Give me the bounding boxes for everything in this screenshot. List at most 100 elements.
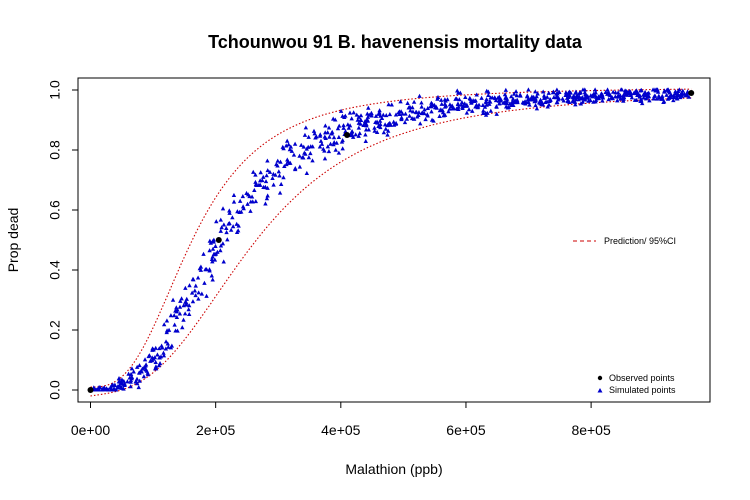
simulated-point <box>381 112 386 117</box>
simulated-point <box>365 111 370 116</box>
simulated-point <box>384 113 389 118</box>
simulated-point <box>145 372 151 377</box>
chart-title: Tchounwou 91 B. havenensis mortality dat… <box>208 32 583 52</box>
y-tick-label: 1.0 <box>47 80 63 100</box>
simulated-point <box>621 96 626 101</box>
simulated-point <box>351 110 356 115</box>
simulated-point <box>398 99 403 104</box>
simulated-point <box>441 113 446 118</box>
legend-prediction-label: Prediction/ 95%CI <box>604 236 676 246</box>
simulated-point <box>600 92 605 97</box>
simulated-point <box>378 124 383 130</box>
simulated-point <box>568 90 573 95</box>
simulated-point <box>224 229 229 235</box>
simulated-point <box>138 368 144 373</box>
simulated-point <box>513 100 518 105</box>
simulated-point <box>358 113 364 118</box>
simulated-point <box>291 152 297 157</box>
simulated-point <box>639 101 645 106</box>
simulated-point <box>428 104 433 109</box>
simulated-point <box>582 95 588 100</box>
simulated-point <box>391 119 396 124</box>
simulated-point <box>661 99 666 104</box>
simulated-point <box>662 88 667 93</box>
simulated-point <box>540 102 546 107</box>
simulated-point <box>577 90 582 96</box>
observed-point <box>215 237 222 243</box>
simulated-point <box>326 149 332 154</box>
simulated-point <box>219 225 224 230</box>
simulated-point <box>651 94 657 99</box>
simulated-point <box>297 153 302 158</box>
simulated-point <box>202 280 207 285</box>
simulated-point <box>463 94 468 100</box>
simulated-point <box>192 288 198 293</box>
simulated-point <box>372 128 377 133</box>
simulated-point <box>680 93 685 98</box>
simulated-point <box>550 90 556 95</box>
legend-prediction: Prediction/ 95%CI <box>573 236 676 246</box>
simulated-point <box>497 101 502 106</box>
simulated-point <box>357 131 362 136</box>
simulated-point <box>174 305 179 310</box>
simulated-point <box>597 94 603 99</box>
simulated-point <box>264 196 270 201</box>
simulated-point <box>511 91 517 96</box>
simulated-point <box>210 277 215 282</box>
simulated-point <box>411 99 417 104</box>
simulated-point <box>393 112 399 117</box>
simulated-point <box>133 379 138 384</box>
legend-observed-marker <box>597 375 603 381</box>
simulated-point <box>671 94 676 99</box>
simulated-point <box>129 376 134 381</box>
simulated-point <box>363 132 368 137</box>
simulated-point <box>301 144 306 149</box>
simulated-point <box>466 107 472 112</box>
simulated-point <box>541 95 547 100</box>
simulated-point <box>340 146 345 151</box>
simulated-point <box>165 341 171 346</box>
simulated-point <box>198 264 204 269</box>
simulated-point <box>410 109 416 114</box>
simulated-point <box>119 385 124 390</box>
simulated-point <box>417 93 422 98</box>
simulated-point <box>155 352 160 357</box>
simulated-point <box>454 106 459 111</box>
simulated-point <box>638 98 643 103</box>
simulated-point <box>534 106 540 111</box>
simulated-point <box>407 113 412 118</box>
simulated-point <box>400 111 405 116</box>
simulated-point <box>567 93 573 98</box>
simulated-point <box>655 89 661 94</box>
simulated-point <box>680 88 685 93</box>
simulated-point <box>473 104 478 109</box>
simulated-point <box>547 98 552 103</box>
x-tick-label: 2e+05 <box>196 422 236 438</box>
simulated-point <box>372 125 377 130</box>
simulated-point <box>317 133 323 138</box>
legend-simulated-marker <box>597 388 603 393</box>
simulated-point <box>201 251 206 256</box>
simulated-point <box>164 328 170 333</box>
simulated-point <box>182 311 188 316</box>
simulated-point <box>439 97 444 102</box>
simulated-point <box>253 179 258 184</box>
simulated-point <box>608 95 614 100</box>
simulated-point <box>306 155 312 160</box>
simulated-point <box>373 113 379 118</box>
simulated-point <box>674 96 680 101</box>
simulated-point <box>152 355 158 360</box>
simulated-point <box>446 109 451 114</box>
simulated-point <box>671 98 676 103</box>
simulated-point <box>639 87 644 92</box>
simulated-point <box>275 163 280 168</box>
simulated-point <box>214 219 219 224</box>
simulated-point <box>196 296 201 301</box>
y-tick-label: 0.0 <box>47 380 63 400</box>
simulated-point <box>408 108 413 113</box>
simulated-point <box>641 95 646 100</box>
simulated-point <box>554 100 559 105</box>
simulated-point <box>282 163 287 169</box>
simulated-point <box>131 369 136 374</box>
upper-ci-curve <box>90 88 692 388</box>
